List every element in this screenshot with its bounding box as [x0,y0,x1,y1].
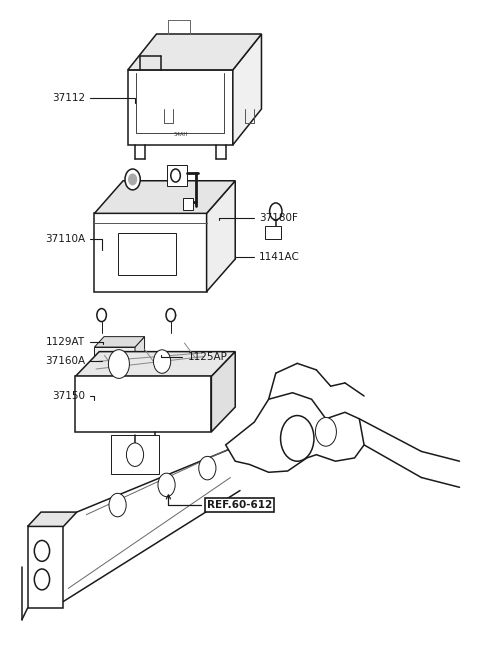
Circle shape [158,473,175,496]
Circle shape [126,443,144,466]
Text: 1125AP: 1125AP [161,352,228,362]
Circle shape [199,457,216,480]
Text: 37180F: 37180F [218,213,298,223]
Circle shape [129,174,136,185]
Circle shape [34,569,49,590]
Polygon shape [168,165,187,186]
Polygon shape [128,70,233,145]
Polygon shape [226,393,364,472]
Circle shape [34,540,49,561]
Text: 37160A: 37160A [45,356,102,366]
Polygon shape [95,214,206,291]
Polygon shape [75,352,235,377]
Circle shape [315,417,336,446]
Polygon shape [95,337,144,347]
Polygon shape [28,527,63,608]
Text: 37112: 37112 [52,93,135,103]
Text: REF.60-612: REF.60-612 [167,495,272,510]
Text: 37110A: 37110A [45,234,102,250]
Circle shape [109,493,126,517]
Circle shape [154,350,171,373]
Circle shape [166,309,176,322]
Polygon shape [265,227,281,240]
Text: 1141AC: 1141AC [235,252,300,262]
Polygon shape [233,34,262,145]
Polygon shape [183,198,193,210]
Text: 54AH: 54AH [173,132,187,137]
Circle shape [281,415,314,461]
Circle shape [171,169,180,182]
Polygon shape [135,337,144,372]
Circle shape [270,203,282,220]
Polygon shape [95,181,235,214]
Polygon shape [211,352,235,432]
Polygon shape [111,435,159,474]
Polygon shape [95,347,135,372]
Polygon shape [75,377,211,432]
Text: 1129AT: 1129AT [46,337,103,347]
Circle shape [108,350,130,379]
Text: 37150: 37150 [52,391,95,401]
Polygon shape [206,181,235,291]
Polygon shape [28,512,77,527]
Circle shape [97,309,107,322]
Circle shape [125,169,140,190]
Polygon shape [128,34,262,70]
